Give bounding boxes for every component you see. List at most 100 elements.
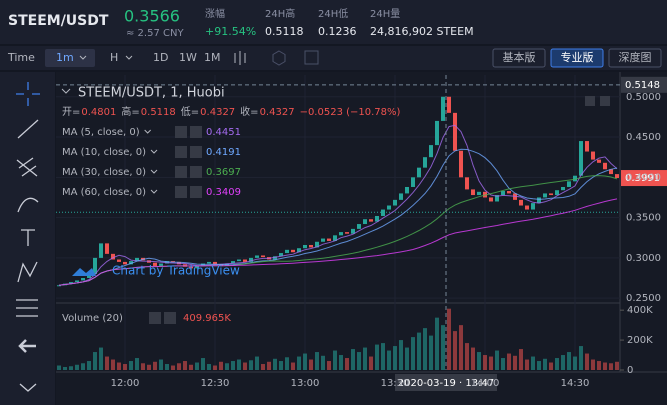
candle	[573, 175, 577, 182]
volume-bar	[123, 364, 127, 370]
volume-bar	[219, 361, 223, 370]
volume-bar	[555, 358, 559, 370]
volume-bar	[453, 331, 457, 370]
x-tick-label: 14:30	[561, 378, 590, 389]
ohlc-change: −0.0523 (−10.78%)	[300, 107, 401, 118]
y-tick-label: 0.2500	[626, 293, 661, 304]
cny: ≈ 2.57 CNY	[126, 28, 184, 39]
version[interactable]: 专业版	[561, 50, 594, 64]
volume-bar	[303, 353, 307, 370]
candle	[237, 259, 241, 262]
settings-icon[interactable]	[272, 50, 286, 66]
settings-button	[149, 312, 161, 324]
volume-bar	[525, 359, 529, 370]
time-label: Time	[7, 51, 35, 64]
candle	[435, 120, 439, 146]
interval-button[interactable]	[45, 49, 95, 67]
candle	[591, 151, 595, 160]
brush-tool[interactable]	[17, 197, 39, 213]
volume-bar	[69, 366, 73, 370]
volume-bar	[501, 358, 505, 370]
volume: 24,816,902 STEEM	[370, 25, 474, 38]
volume-bar	[591, 359, 595, 370]
version-button-active[interactable]	[550, 48, 604, 68]
prediction-tool[interactable]	[16, 299, 38, 317]
volume-bar	[513, 355, 517, 370]
header-bar	[0, 0, 667, 44]
volume-bar	[309, 359, 313, 370]
dropdown-icon	[150, 149, 158, 154]
candle	[555, 190, 559, 196]
candle	[81, 278, 85, 281]
y-tick-label: 0.4000	[626, 172, 661, 183]
version-button[interactable]	[608, 48, 662, 68]
volume-bar	[183, 361, 187, 370]
volume-bar	[159, 359, 163, 370]
dropdown-icon	[125, 55, 133, 60]
interval[interactable]: 1D	[153, 51, 168, 64]
candle	[453, 112, 457, 151]
candle	[525, 205, 529, 210]
candle	[207, 261, 211, 264]
version[interactable]: 基本版	[503, 50, 536, 64]
volume-title: Volume (20)	[62, 313, 123, 324]
candle	[585, 141, 589, 152]
text-tool[interactable]	[21, 229, 35, 246]
volume-bar	[81, 363, 85, 370]
candle	[615, 174, 619, 179]
back-tool[interactable]	[18, 339, 36, 353]
close-button	[190, 186, 202, 198]
candle	[597, 159, 601, 163]
interval[interactable]: 1M	[204, 51, 221, 64]
pattern-tool[interactable]	[17, 261, 38, 283]
fib-tool[interactable]	[16, 157, 38, 177]
candle	[93, 257, 97, 274]
candle	[57, 285, 61, 287]
volume-bar	[141, 363, 145, 370]
fullscreen-icon[interactable]	[304, 50, 319, 65]
volume-bar	[63, 367, 67, 370]
x-tick-label: 12:00	[111, 378, 140, 389]
version-button[interactable]	[492, 48, 546, 68]
candle	[423, 157, 427, 168]
interval[interactable]: H	[110, 51, 118, 64]
volume-bar	[597, 361, 601, 370]
watermark: Chart by TradingView	[112, 264, 240, 278]
last-price-tag	[621, 170, 667, 187]
ohlc-label: 开=	[62, 107, 80, 118]
candle	[351, 228, 355, 234]
x-tick-label: 13:00	[291, 378, 320, 389]
candle	[609, 169, 613, 175]
volume-bar	[171, 365, 175, 370]
crosshair-time: 2020-03-19 · 13:47	[398, 378, 494, 389]
volume-bar	[381, 343, 385, 370]
candle	[153, 262, 157, 266]
volume-bar	[567, 352, 571, 370]
volume-bar	[465, 343, 469, 370]
volume-bar	[75, 364, 79, 370]
interval[interactable]: 1W	[179, 51, 197, 64]
indicator-icon[interactable]	[234, 51, 246, 65]
line-tool[interactable]	[17, 119, 39, 139]
ma-line	[58, 148, 618, 286]
crosshair-tool[interactable]	[16, 82, 40, 106]
ohlc-label: 高=	[121, 105, 139, 118]
volume-bar	[237, 359, 241, 370]
label: 涨幅	[205, 7, 225, 20]
candle	[495, 195, 499, 202]
interval[interactable]: 1m	[56, 51, 74, 64]
candle	[531, 203, 535, 210]
collapse-tool[interactable]	[19, 383, 37, 392]
close-button	[190, 166, 202, 178]
volume-bar	[165, 364, 169, 370]
ma-value: 0.4451	[206, 127, 241, 138]
low: 0.1236	[318, 25, 357, 38]
dropdown-icon	[144, 129, 152, 134]
label: 24H量	[370, 8, 400, 20]
candle	[459, 150, 463, 178]
candle	[417, 167, 421, 178]
change: +91.54%	[205, 25, 256, 38]
volume-bar	[387, 350, 391, 370]
version[interactable]: 深度图	[619, 50, 652, 64]
ma-name: MA (60, close, 0)	[62, 187, 146, 198]
